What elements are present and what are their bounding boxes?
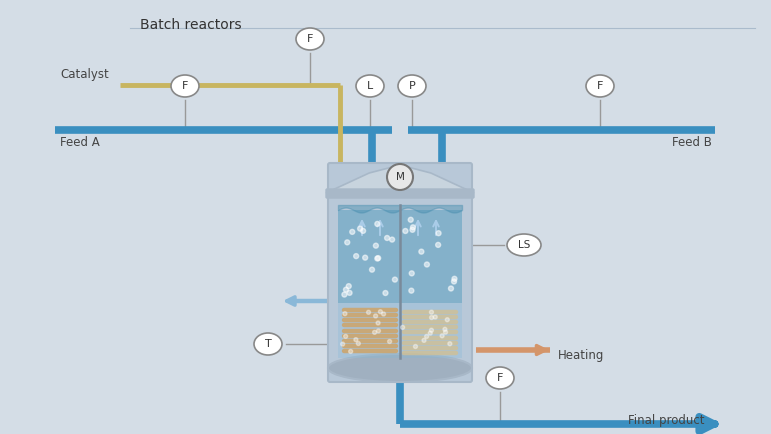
Circle shape [401,326,405,329]
Circle shape [452,276,457,281]
Circle shape [440,334,444,338]
Circle shape [429,316,433,319]
Circle shape [408,217,413,222]
Text: Final product: Final product [628,414,705,427]
Circle shape [443,330,447,334]
Circle shape [376,321,380,325]
Circle shape [443,327,447,331]
Circle shape [409,271,414,276]
Circle shape [424,262,429,267]
Circle shape [433,315,437,319]
Circle shape [446,318,449,322]
Text: L: L [367,81,373,91]
Circle shape [413,345,417,349]
Text: Feed A: Feed A [60,136,99,149]
Ellipse shape [296,28,324,50]
Circle shape [375,221,380,227]
Circle shape [385,236,389,240]
Circle shape [388,339,392,343]
Text: Heating: Heating [558,349,604,362]
Text: F: F [597,81,603,91]
Circle shape [436,243,441,247]
Circle shape [425,335,429,339]
Circle shape [372,330,376,334]
Circle shape [410,227,415,232]
Bar [338,210,462,303]
FancyBboxPatch shape [328,163,472,382]
Text: F: F [307,34,313,44]
Ellipse shape [586,75,614,97]
Polygon shape [326,165,474,193]
Circle shape [373,243,379,248]
Circle shape [361,228,365,233]
Ellipse shape [254,333,282,355]
Circle shape [409,288,414,293]
Text: F: F [497,373,503,383]
Circle shape [428,331,433,335]
Circle shape [429,328,433,332]
Circle shape [366,310,371,314]
Ellipse shape [398,75,426,97]
Circle shape [382,312,386,316]
Circle shape [342,292,347,297]
Circle shape [354,338,358,342]
Circle shape [389,237,395,242]
Ellipse shape [328,354,472,382]
Circle shape [375,256,381,261]
Circle shape [343,312,347,316]
Circle shape [350,230,355,234]
Text: Feed B: Feed B [672,136,712,149]
Circle shape [419,249,424,254]
Ellipse shape [507,234,541,256]
Circle shape [345,240,350,245]
Circle shape [374,314,378,318]
FancyBboxPatch shape [326,189,474,198]
Circle shape [376,329,380,333]
Text: Batch reactors: Batch reactors [140,18,241,32]
Circle shape [392,277,397,282]
Circle shape [410,225,416,230]
Ellipse shape [356,75,384,97]
Circle shape [375,256,380,261]
Circle shape [369,267,375,272]
Circle shape [452,279,456,284]
Circle shape [449,286,453,291]
Text: T: T [264,339,271,349]
Bar [338,303,462,358]
Circle shape [436,231,441,236]
Circle shape [403,228,408,233]
Circle shape [354,253,359,259]
Circle shape [344,334,348,339]
Circle shape [344,287,348,292]
Circle shape [341,342,345,346]
Ellipse shape [171,75,199,97]
Circle shape [347,290,352,296]
Circle shape [348,349,352,353]
Text: M: M [396,172,405,182]
Circle shape [448,342,452,346]
Text: P: P [409,81,416,91]
Ellipse shape [486,367,514,389]
Circle shape [346,284,352,289]
Circle shape [379,310,382,314]
Text: LS: LS [518,240,530,250]
Circle shape [358,226,362,231]
Circle shape [387,164,413,190]
Text: F: F [182,81,188,91]
Circle shape [383,290,388,296]
Circle shape [362,255,368,260]
Circle shape [422,339,426,342]
Circle shape [356,342,360,345]
Circle shape [429,310,433,314]
Text: Catalyst: Catalyst [60,68,109,81]
